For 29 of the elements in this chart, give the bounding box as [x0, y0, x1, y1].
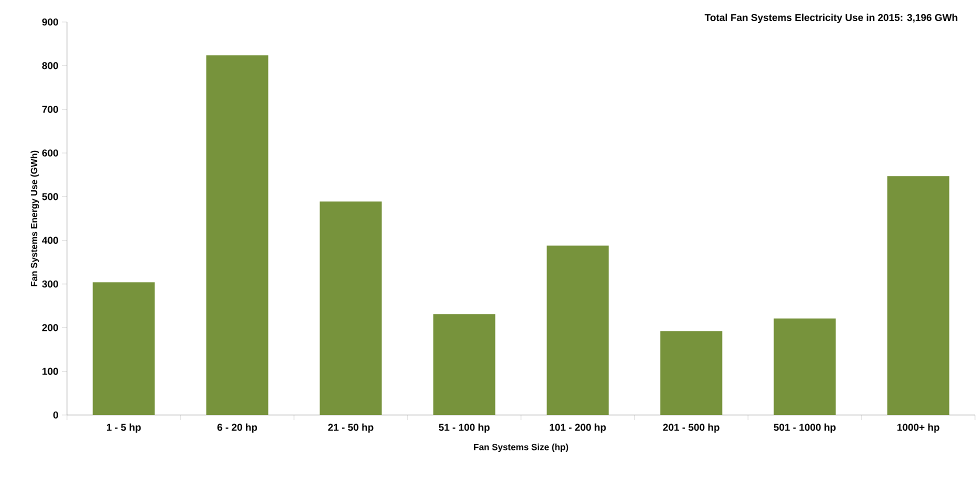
- x-tick-label: 6 - 20 hp: [217, 424, 258, 433]
- y-tick-label: 100: [42, 368, 58, 375]
- bar: [433, 314, 496, 415]
- x-tick-label: 1000+ hp: [897, 424, 940, 433]
- y-tick-label: 200: [42, 324, 58, 332]
- y-tick-label: 700: [42, 106, 58, 113]
- x-tick-label: 51 - 100 hp: [438, 424, 490, 433]
- bar: [546, 246, 609, 415]
- bar: [774, 318, 836, 415]
- bar: [887, 176, 950, 415]
- x-tick-label: 101 - 200 hp: [550, 424, 606, 433]
- x-tick-label: 501 - 1000 hp: [774, 424, 836, 433]
- x-tick-label: 201 - 500 hp: [663, 424, 720, 433]
- bar: [320, 201, 382, 415]
- bar: [206, 55, 268, 415]
- chart-title: Total Fan Systems Electricity Use in 2015: 3,196 GWh: [704, 14, 958, 24]
- y-tick-label: 600: [42, 149, 58, 157]
- x-tick-label: 21 - 50 hp: [328, 424, 374, 433]
- x-tick-label: 1 - 5 hp: [106, 424, 141, 433]
- y-tick-label: 400: [42, 236, 58, 244]
- y-axis-title: Fan Systems Energy Use (GWh): [30, 150, 40, 286]
- y-tick-label: 0: [53, 411, 58, 419]
- y-tick-label: 900: [42, 18, 58, 26]
- y-tick-label: 800: [42, 62, 58, 70]
- bar: [660, 331, 722, 415]
- y-tick-label: 300: [42, 280, 58, 288]
- x-axis-title: Fan Systems Size (hp): [474, 444, 568, 452]
- bar: [92, 282, 155, 415]
- y-tick-label: 500: [42, 193, 58, 200]
